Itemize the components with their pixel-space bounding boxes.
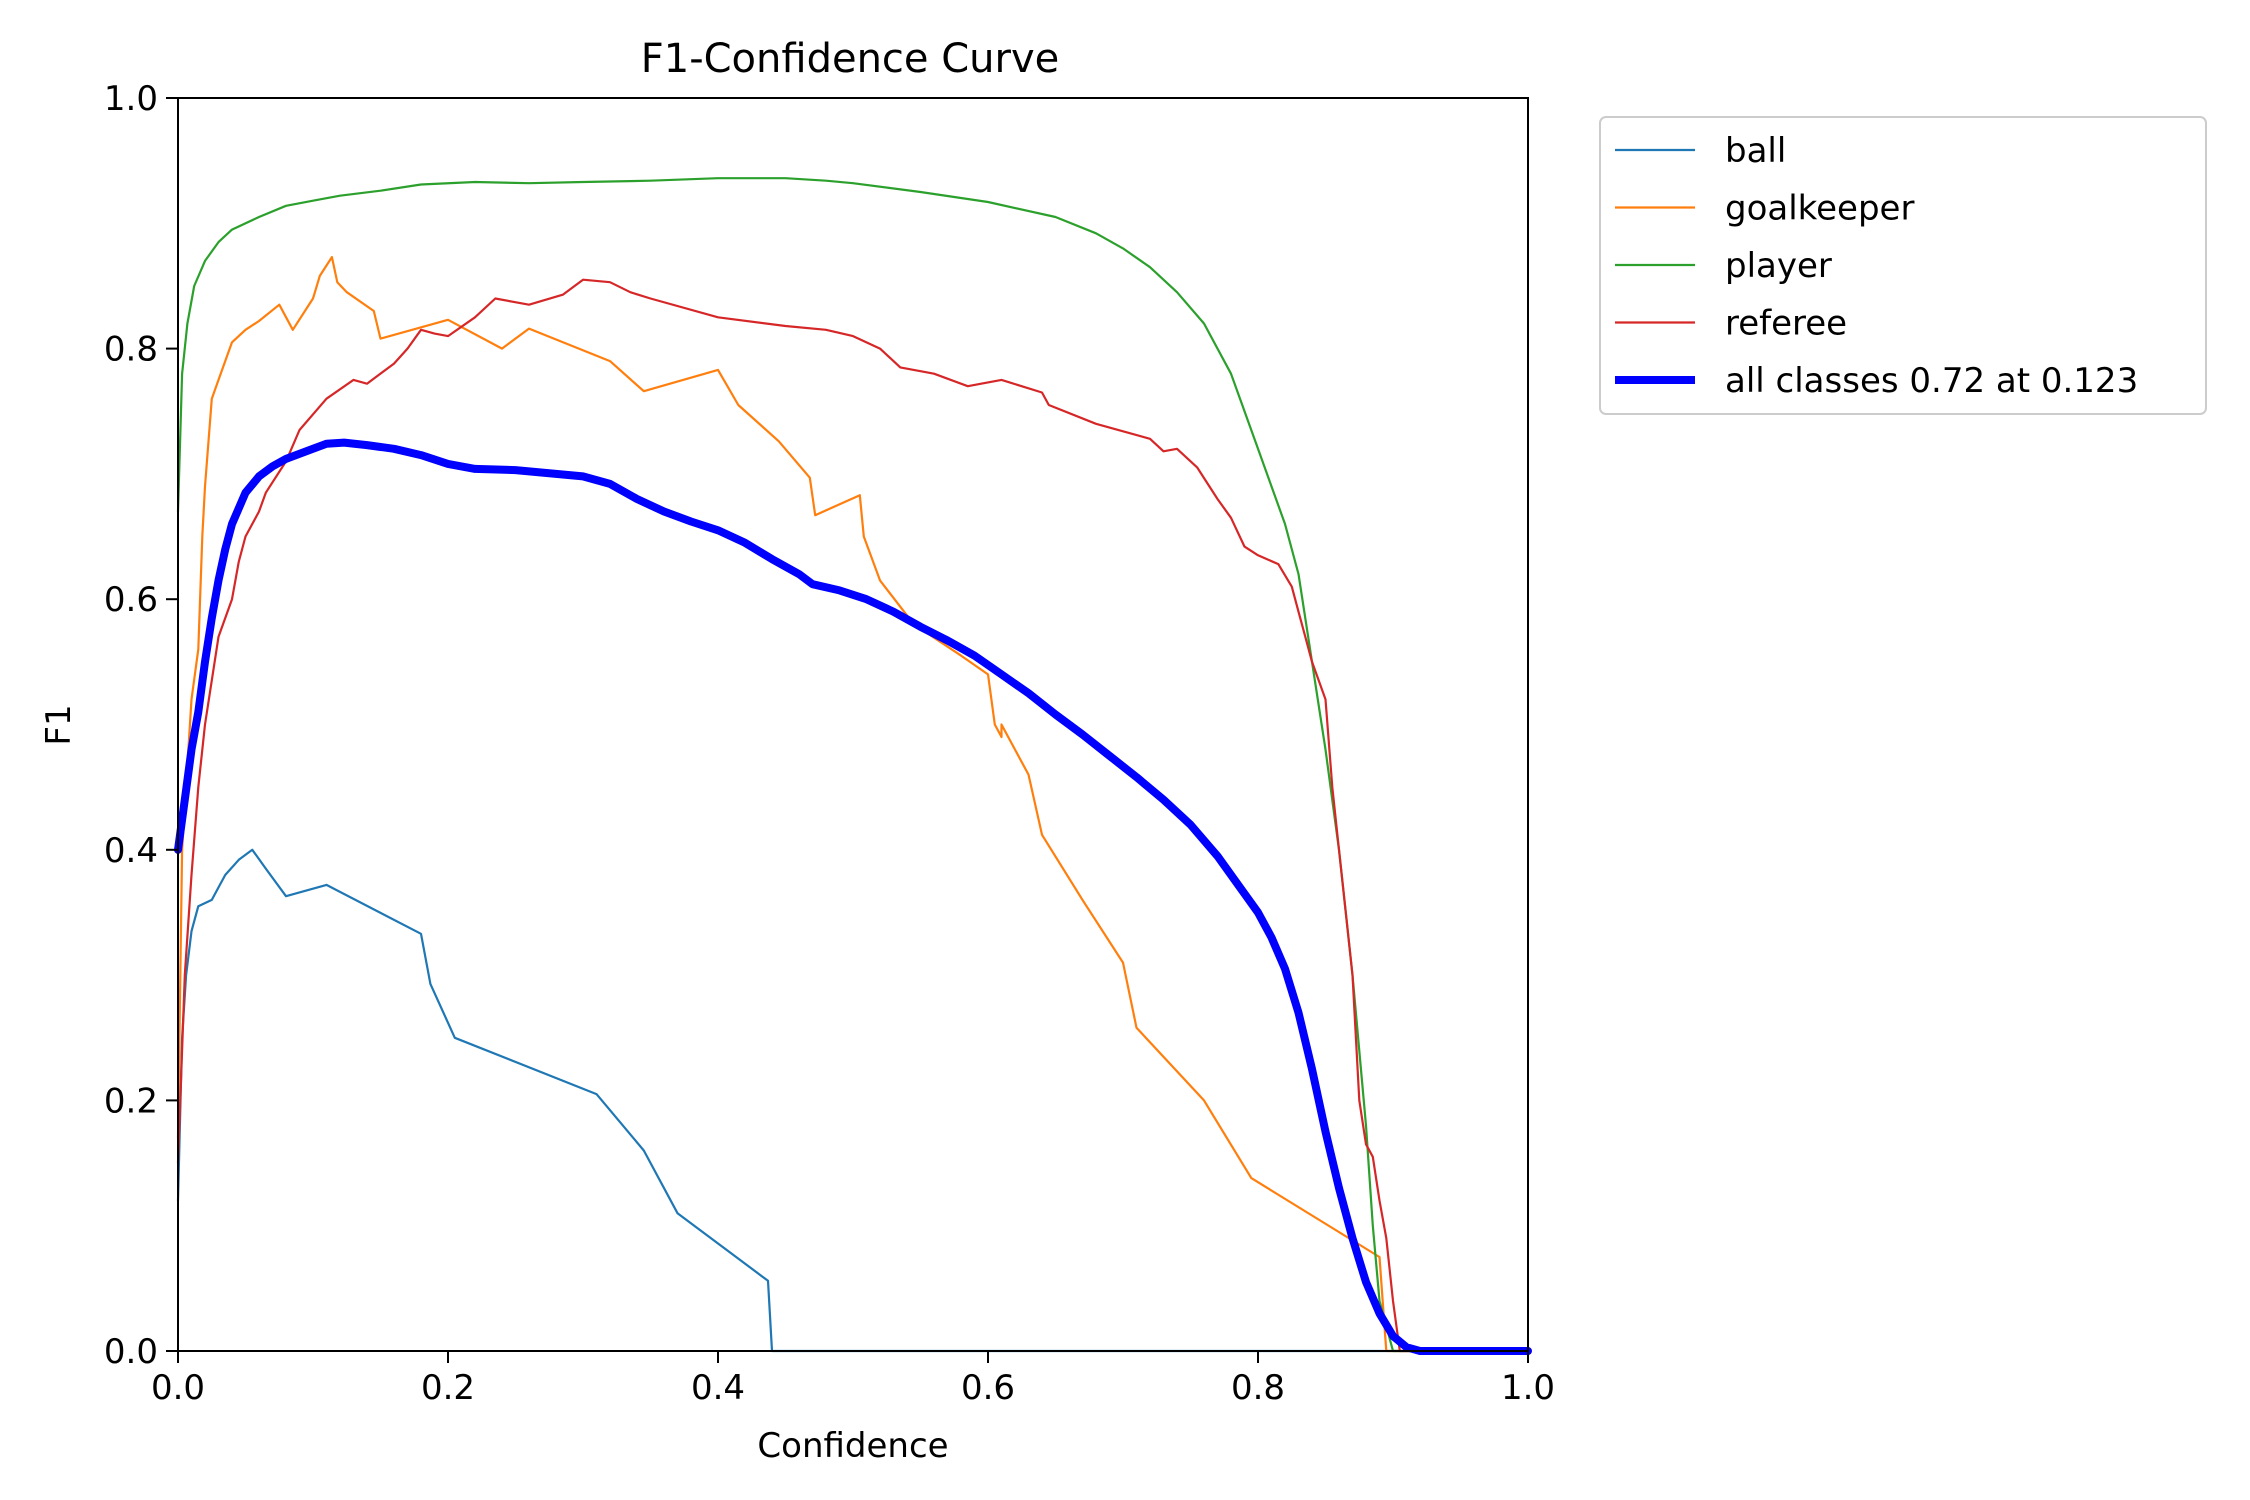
legend-label: referee bbox=[1725, 304, 1847, 344]
x-tick-label: 0.0 bbox=[151, 1368, 205, 1408]
x-tick-label: 0.6 bbox=[961, 1368, 1015, 1408]
y-axis: 0.0 0.2 0.4 0.6 0.8 1.0 bbox=[104, 79, 178, 1372]
series-line-ball bbox=[176, 848, 1530, 1353]
legend-label: ball bbox=[1725, 131, 1786, 171]
legend-label: goalkeeper bbox=[1725, 189, 1914, 229]
legend-label: player bbox=[1725, 246, 1832, 286]
x-tick-label: 1.0 bbox=[1501, 1368, 1555, 1408]
plot-frame bbox=[177, 97, 1529, 1352]
x-axis-label: Confidence bbox=[757, 1426, 948, 1466]
y-tick-label: 0.8 bbox=[104, 330, 158, 370]
y-tick-label: 0.6 bbox=[104, 580, 158, 620]
chart-title: F1-Confidence Curve bbox=[641, 36, 1060, 82]
y-tick-label: 0.4 bbox=[104, 831, 158, 871]
y-axis-label: F1 bbox=[39, 704, 79, 745]
legend-label: all classes 0.72 at 0.123 bbox=[1725, 361, 2138, 401]
y-tick-label: 0.0 bbox=[104, 1332, 158, 1372]
x-axis: 0.0 0.2 0.4 0.6 0.8 1.0 bbox=[151, 1351, 1555, 1408]
y-tick-label: 0.2 bbox=[104, 1081, 158, 1121]
x-tick-label: 0.8 bbox=[1231, 1368, 1285, 1408]
y-tick-label: 1.0 bbox=[104, 79, 158, 119]
series-line-all-classes bbox=[174, 438, 1532, 1355]
x-tick-label: 0.4 bbox=[691, 1368, 745, 1408]
x-tick-label: 0.2 bbox=[421, 1368, 475, 1408]
series-line-goalkeeper bbox=[176, 256, 1530, 1353]
series-layer bbox=[174, 177, 1532, 1355]
series-line-referee bbox=[176, 278, 1530, 1353]
legend-box bbox=[1599, 116, 2207, 415]
series-line-player bbox=[176, 177, 1530, 1353]
legend: ball goalkeeper player referee all classes 0… bbox=[1599, 116, 2207, 415]
